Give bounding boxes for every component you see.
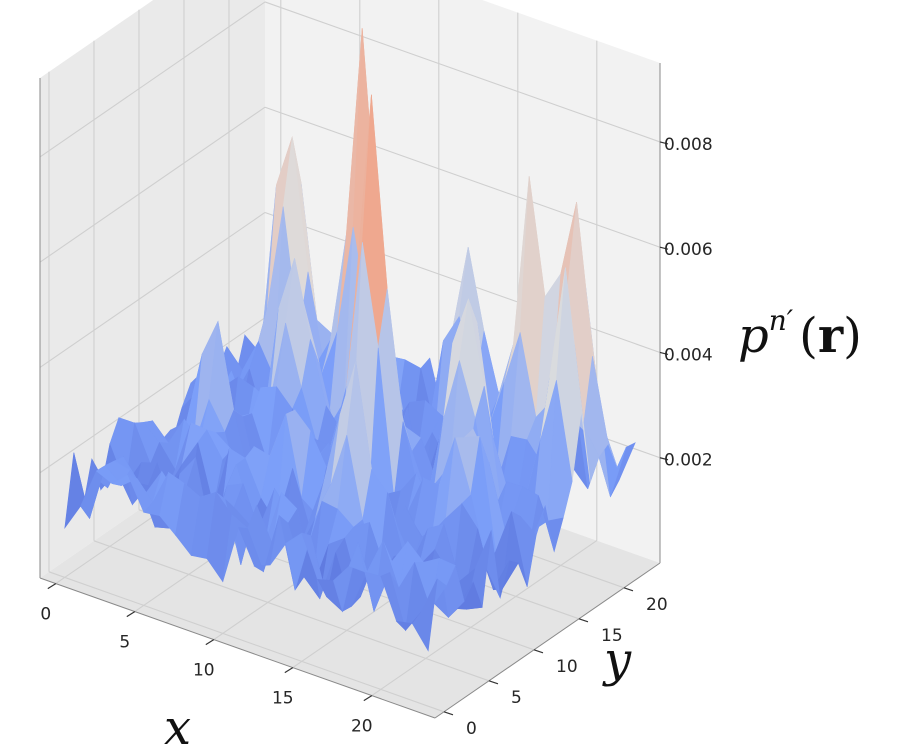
x-tick-label: 15: [272, 689, 294, 709]
y-tick-mark: [443, 711, 454, 716]
y-axis-label: y: [602, 632, 632, 688]
x-axis-label: x: [164, 700, 191, 752]
grid-line-z-left: [39, 212, 266, 368]
x-tick-mark: [363, 695, 373, 702]
z-tick-mark: [659, 457, 669, 461]
surface-mesh: [64, 28, 636, 652]
z-tick-label: 0.008: [664, 135, 713, 155]
z-tick-label: 0.004: [664, 346, 713, 366]
tick-labels: 0 5 10 15 20 0 5 10 15 20 0.002 0.004 0.006 0.008: [40, 135, 712, 739]
x-tick-label: 5: [119, 633, 130, 653]
x-tick-mark: [126, 611, 136, 618]
grid-line-z-left: [39, 106, 266, 263]
y-tick-label: 15: [601, 626, 623, 646]
y-tick-label: 20: [646, 595, 668, 615]
z-axis-label-close: ): [843, 308, 862, 364]
grid-line-z-back: [264, 106, 661, 248]
tick-marks: [47, 141, 669, 716]
y-tick-mark: [623, 587, 634, 592]
y-tick-mark: [578, 618, 589, 623]
z-axis-label-superscript: n′: [769, 304, 794, 337]
y-tick-mark: [488, 680, 499, 685]
grid-line-y-floor: [93, 540, 490, 682]
z-axis-label-arg: r: [818, 308, 844, 364]
x-tick-mark: [284, 667, 294, 674]
z-tick-mark: [659, 141, 669, 145]
z-tick-mark: [659, 246, 669, 250]
pane-edge: [39, 577, 436, 719]
z-tick-mark: [659, 351, 669, 356]
surface-facet: [412, 578, 438, 652]
x-tick-label: 0: [40, 605, 51, 625]
z-tick-label: 0.002: [664, 451, 713, 471]
pane-edge: [434, 562, 661, 719]
y-tick-label: 5: [511, 688, 522, 708]
x-tick-label: 20: [351, 717, 373, 737]
z-axis-label: pn′ (r): [738, 304, 862, 364]
grid-line-x-floor: [371, 540, 598, 697]
x-tick-label: 10: [193, 661, 215, 681]
grid-line-z-left: [39, 317, 266, 474]
z-axis-label-open: (: [799, 308, 818, 364]
x-tick-mark: [205, 639, 215, 646]
grid-line-y-floor: [48, 571, 445, 713]
z-tick-label: 0.006: [664, 240, 713, 260]
y-tick-label: 10: [556, 657, 578, 677]
grid-line-z-back: [264, 1, 661, 143]
x-tick-mark: [47, 583, 57, 590]
z-axis-label-base: p: [738, 308, 769, 364]
grid-line-z-left: [39, 1, 266, 158]
y-tick-label: 0: [466, 719, 477, 739]
y-tick-mark: [533, 649, 544, 654]
